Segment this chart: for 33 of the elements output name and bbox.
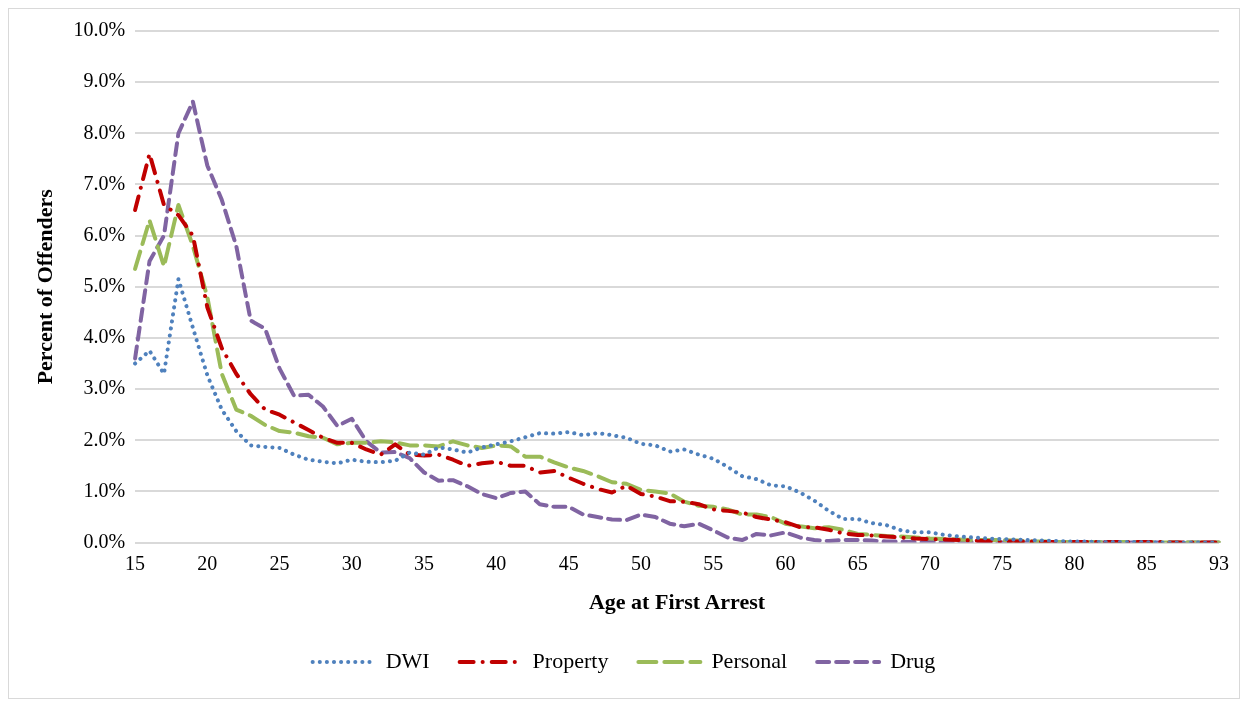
y-tick-label: 8.0% [83, 120, 126, 143]
x-tick-label: 55 [703, 551, 724, 574]
x-tick-label: 25 [269, 551, 290, 574]
y-tick-label: 3.0% [83, 376, 126, 399]
legend-label: DWI [385, 647, 430, 673]
y-tick-label: 6.0% [83, 222, 126, 245]
x-tick-label: 30 [341, 551, 362, 574]
x-tick-label: 85 [1136, 551, 1157, 574]
y-tick-label: 2.0% [83, 427, 126, 450]
legend-label: Drug [890, 647, 936, 673]
x-tick-label: 35 [414, 551, 435, 574]
x-tick-label: 60 [775, 551, 796, 574]
x-tick-label: 20 [197, 551, 218, 574]
x-tick-label: 65 [847, 551, 868, 574]
y-tick-label: 9.0% [83, 69, 126, 92]
x-tick-label: 93 [1209, 551, 1229, 574]
x-tick-label: 40 [486, 551, 507, 574]
y-tick-label: 0.0% [83, 529, 126, 552]
y-tick-label: 5.0% [83, 274, 126, 297]
y-tick-label: 10.0% [73, 18, 126, 41]
x-tick-label: 75 [992, 551, 1013, 574]
legend-label: Personal [711, 647, 788, 673]
x-tick-label: 80 [1064, 551, 1085, 574]
x-tick-label: 15 [125, 551, 146, 574]
y-tick-label: 4.0% [83, 325, 126, 348]
y-axis-title: Percent of Offenders [31, 188, 57, 385]
x-tick-label: 50 [630, 551, 651, 574]
y-tick-label: 7.0% [83, 171, 126, 194]
legend-label: Property [532, 647, 609, 673]
x-tick-label: 45 [558, 551, 579, 574]
x-tick-label: 70 [919, 551, 940, 574]
x-axis-title: Age at First Arrest [588, 589, 766, 615]
y-tick-label: 1.0% [83, 478, 126, 501]
